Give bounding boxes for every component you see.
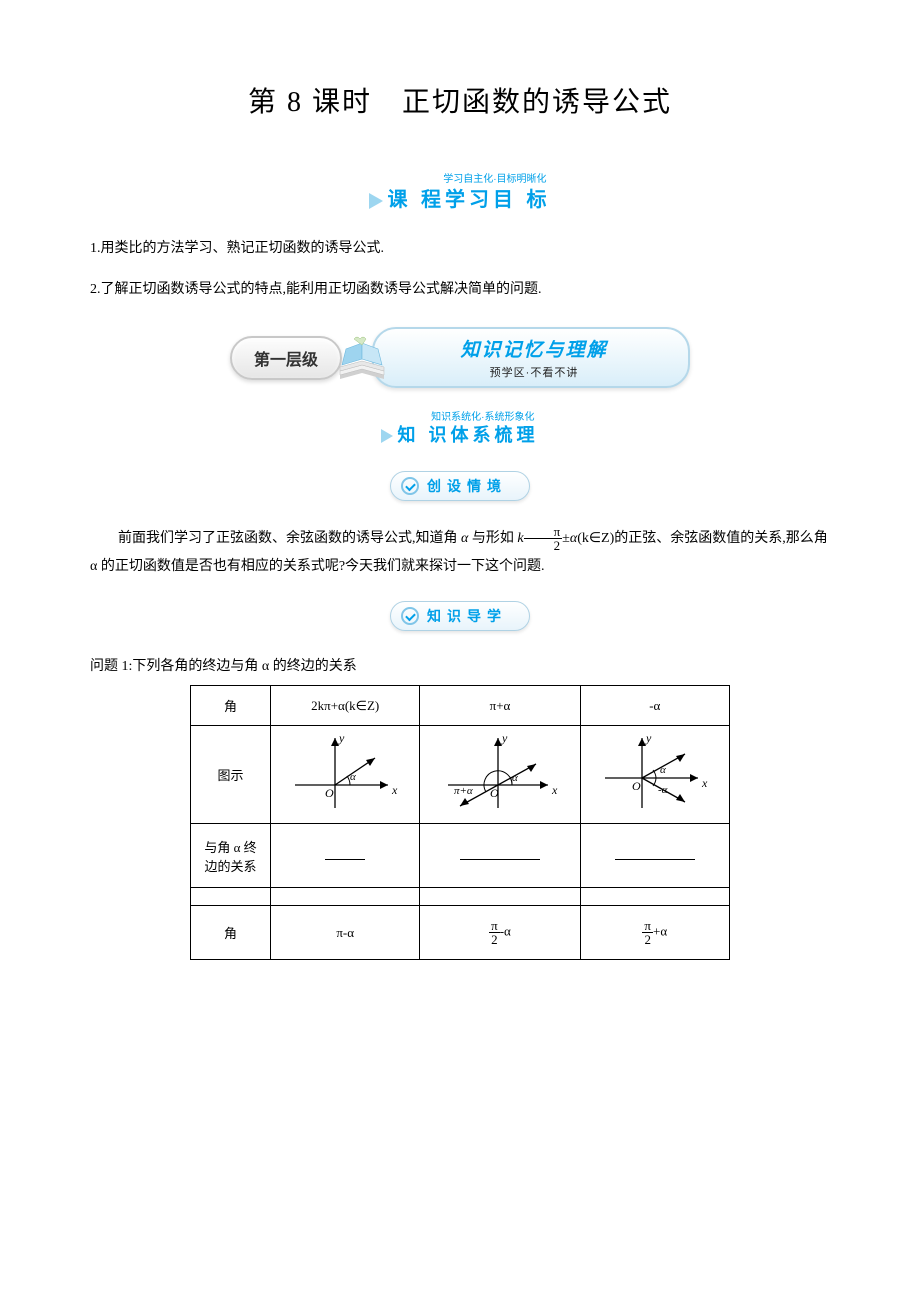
svg-text:O: O <box>325 786 334 800</box>
system-banner-sub: 知识系统化·系统形象化 <box>381 408 538 423</box>
angle-cell: 2kπ+α(k∈Z) <box>271 686 420 726</box>
row-header-angle: 角 <box>191 686 271 726</box>
context-pill-wrap: 创设情境 <box>90 471 830 501</box>
angle-cell: π-α <box>271 906 420 960</box>
angle-cell: π2+α <box>580 906 729 960</box>
guide-pill-wrap: 知识导学 <box>90 601 830 631</box>
relation-blank-cell <box>271 824 420 888</box>
diagram-cell: α -α O x y <box>580 726 729 824</box>
k-in-z: (k∈Z) <box>577 531 614 546</box>
svg-text:α: α <box>350 771 356 783</box>
context-pill: 创设情境 <box>390 471 530 501</box>
system-banner: 知识系统化·系统形象化 知 识体系梳理 <box>90 408 830 447</box>
play-arrow-icon <box>369 193 383 209</box>
objectives-banner-sub: 学习自主化·目标明晰化 <box>369 170 550 185</box>
svg-text:-α: -α <box>658 784 668 796</box>
svg-text:y: y <box>338 731 345 745</box>
check-circle-icon <box>401 607 419 625</box>
objectives-banner-main: 课 程学习目 标 <box>387 189 550 211</box>
blank-line <box>325 847 365 860</box>
table-row: 角 2kπ+α(k∈Z) π+α -α <box>191 686 730 726</box>
row-header-relation: 与角 α 终 边的关系 <box>191 824 271 888</box>
svg-text:y: y <box>501 731 508 745</box>
svg-text:y: y <box>645 731 652 745</box>
intro-text: 前面我们学习了正弦函数、余弦函数的诱导公式,知道角 <box>118 531 461 546</box>
table-row: 角 π-α π2-α π2+α <box>191 906 730 960</box>
level-label: 第一层级 <box>230 336 342 380</box>
fraction-pi-2: π2 <box>524 525 563 552</box>
angle-relation-table: 角 2kπ+α(k∈Z) π+α -α 图示 α O x y <box>190 685 730 960</box>
diagram-cell: α π+α O x y <box>420 726 580 824</box>
relation-blank-cell <box>420 824 580 888</box>
pm-symbol: ± <box>562 531 570 546</box>
guide-pill: 知识导学 <box>390 601 530 631</box>
intro-text: 与形如 <box>468 531 517 546</box>
check-circle-icon <box>401 477 419 495</box>
table-row: 与角 α 终 边的关系 <box>191 824 730 888</box>
svg-text:α: α <box>512 772 518 784</box>
svg-text:x: x <box>391 783 398 797</box>
blank-line <box>615 847 695 860</box>
intro-paragraph: 前面我们学习了正弦函数、余弦函数的诱导公式,知道角 α 与形如 kπ2±α(k∈… <box>90 525 830 581</box>
row-header-angle: 角 <box>191 906 271 960</box>
page-title: 第 8 课时 正切函数的诱导公式 <box>90 80 830 120</box>
book-icon <box>332 333 392 383</box>
svg-text:x: x <box>551 783 558 797</box>
objective-item: 1.用类比的方法学习、熟记正切函数的诱导公式. <box>90 236 830 263</box>
level-right-title: 知识记忆与理解 <box>404 335 664 362</box>
level-banner: 第一层级 知识记忆与理解 预学区·不看不讲 <box>230 327 690 388</box>
angle-cell: -α <box>580 686 729 726</box>
context-pill-label: 创设情境 <box>427 476 507 496</box>
table-row <box>191 888 730 906</box>
guide-pill-label: 知识导学 <box>427 606 507 626</box>
question-1: 问题 1:下列各角的终边与角 α 的终边的关系 <box>90 655 830 675</box>
relation-blank-cell <box>580 824 729 888</box>
svg-text:x: x <box>701 776 708 790</box>
svg-text:O: O <box>490 786 499 800</box>
svg-text:π+α: π+α <box>454 785 473 797</box>
angle-cell: π2-α <box>420 906 580 960</box>
level-right-sub: 预学区·不看不讲 <box>404 364 664 380</box>
objectives-banner: 学习自主化·目标明晰化 课 程学习目 标 <box>90 170 830 212</box>
system-banner-main: 知 识体系梳理 <box>397 425 538 445</box>
blank-line <box>460 847 540 860</box>
angle-cell: π+α <box>420 686 580 726</box>
svg-text:O: O <box>632 779 641 793</box>
objectives-list: 1.用类比的方法学习、熟记正切函数的诱导公式. 2.了解正切函数诱导公式的特点,… <box>90 236 830 303</box>
svg-text:α: α <box>660 764 666 776</box>
play-arrow-icon <box>381 429 393 443</box>
row-header-diagram: 图示 <box>191 726 271 824</box>
level-right-panel: 知识记忆与理解 预学区·不看不讲 <box>372 327 690 388</box>
diagram-cell: α O x y <box>271 726 420 824</box>
table-row: 图示 α O x y <box>191 726 730 824</box>
objective-item: 2.了解正切函数诱导公式的特点,能利用正切函数诱导公式解决简单的问题. <box>90 277 830 304</box>
